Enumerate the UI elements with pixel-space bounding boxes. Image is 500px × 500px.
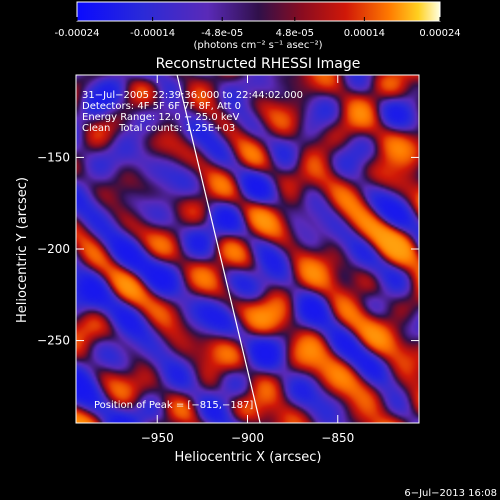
y-axis-ticks: −150 −200 −250 bbox=[37, 150, 419, 348]
y-tick-label: −200 bbox=[37, 242, 70, 256]
solar-limb-line bbox=[176, 75, 261, 423]
y-axis-label: Heliocentric Y (arcsec) bbox=[15, 177, 30, 323]
colorbar-unit-label: (photons cm⁻² s⁻¹ asec⁻²) bbox=[193, 40, 322, 51]
colorbar-tick-label: 0.00014 bbox=[344, 28, 385, 39]
y-tick-label: −250 bbox=[37, 334, 70, 348]
annotation-peak: Position of Peak = [−815,−187] bbox=[94, 400, 253, 411]
x-tick-label: −950 bbox=[141, 431, 174, 445]
colorbar-tick-label: -0.00014 bbox=[130, 28, 175, 39]
colorbar-tick-label: -0.00024 bbox=[55, 28, 100, 39]
x-axis-ticks: −950 −900 −850 bbox=[141, 75, 354, 445]
x-tick-label: −850 bbox=[321, 431, 354, 445]
annotation-block: 31−Jul−2005 22:39:36.000 to 22:44:02.000… bbox=[82, 90, 303, 411]
x-tick-label: −900 bbox=[231, 431, 264, 445]
heatmap-image bbox=[76, 75, 419, 423]
colorbar-tick-label: 0.00024 bbox=[419, 28, 460, 39]
colorbar-strip bbox=[76, 1, 441, 22]
x-axis-label: Heliocentric X (arcsec) bbox=[175, 450, 322, 465]
colorbar-ticks: -0.00024 -0.00014 -4.8e-05 4.8e-05 0.00014 0.… bbox=[55, 17, 461, 39]
colorbar-tick-label: 4.8e-05 bbox=[276, 28, 314, 39]
annotation-time-range: 31−Jul−2005 22:39:36.000 to 22:44:02.000 bbox=[82, 90, 303, 101]
annotation-detectors: Detectors: 4F 5F 6F 7F 8F, Att 0 bbox=[82, 101, 241, 112]
colorbar-tick-label: -4.8e-05 bbox=[201, 28, 243, 39]
annotation-counts: Total counts: 1.25E+03 bbox=[118, 123, 235, 134]
footer-date: 6−Jul−2013 16:08 bbox=[404, 488, 497, 499]
chart-title: Reconstructed RHESSI Image bbox=[156, 56, 361, 72]
annotation-energy: Energy Range: 12.0 − 25.0 keV bbox=[82, 112, 239, 123]
colorbar: -0.00024 -0.00014 -4.8e-05 4.8e-05 0.00014 0.… bbox=[55, 1, 461, 51]
y-tick-label: −150 bbox=[37, 150, 70, 164]
annotation-method: Clean bbox=[82, 123, 110, 134]
